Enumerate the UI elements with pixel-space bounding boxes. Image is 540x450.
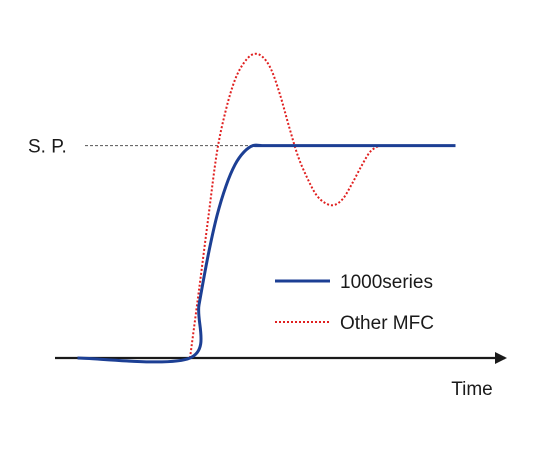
legend-label-other-mfc: Other MFC bbox=[340, 313, 434, 334]
set-point-label: S. P. bbox=[28, 137, 67, 158]
series-line-other-mfc bbox=[189, 52, 380, 359]
series-group bbox=[77, 52, 456, 364]
series-line-1000series bbox=[77, 143, 456, 364]
x-axis-label: Time bbox=[451, 379, 493, 400]
legend-label-1000series: 1000series bbox=[340, 272, 433, 293]
legend: 1000series Other MFC bbox=[275, 272, 434, 334]
